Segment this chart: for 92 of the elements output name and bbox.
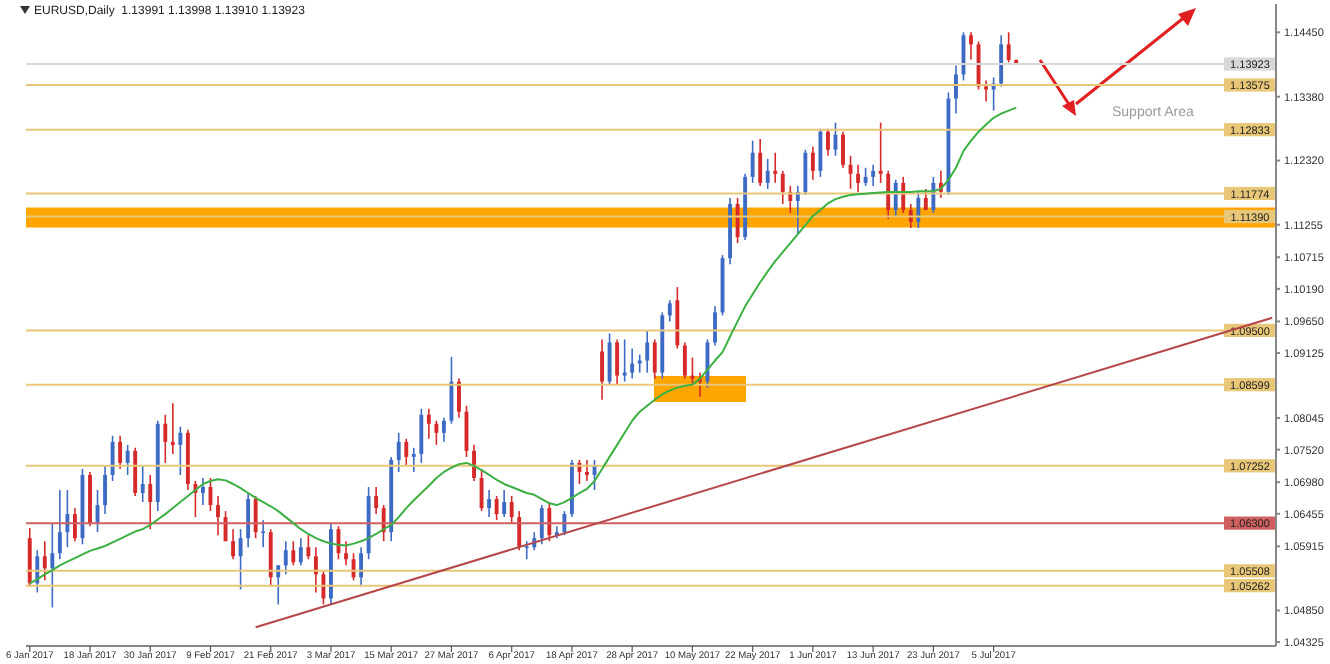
candlestick — [818, 127, 823, 178]
candlestick — [374, 486, 379, 515]
candlestick — [667, 299, 672, 323]
candlestick — [780, 170, 785, 205]
candlestick — [690, 356, 695, 386]
candlestick — [841, 130, 845, 169]
candlestick — [622, 338, 627, 383]
candlestick — [539, 504, 544, 546]
candlestick — [675, 286, 680, 350]
line-series — [28, 106, 1018, 585]
candlestick — [878, 121, 883, 184]
candlestick — [615, 338, 620, 386]
candlestick — [359, 546, 364, 588]
candlestick — [419, 407, 424, 464]
candlestick — [750, 139, 755, 184]
candlestick — [509, 495, 514, 524]
candlestick — [298, 537, 303, 567]
candlestick — [472, 444, 476, 482]
candlestick — [682, 341, 687, 380]
candlestick — [863, 167, 868, 187]
candlestick — [457, 377, 461, 419]
candlestick — [901, 176, 906, 214]
candlestick — [178, 425, 183, 476]
candlestick — [803, 148, 808, 196]
candlestick — [140, 465, 145, 503]
candlestick — [600, 338, 604, 401]
candlestick — [246, 492, 251, 549]
candlestick — [758, 138, 763, 187]
candlestick — [517, 510, 522, 552]
candlestick — [893, 179, 898, 217]
candlestick — [238, 528, 243, 591]
candlestick — [268, 528, 273, 588]
candlestick — [773, 151, 778, 184]
candlestick — [253, 495, 258, 539]
candlestick — [954, 64, 958, 115]
candlestick — [170, 402, 175, 455]
candlestick — [999, 34, 1004, 88]
candlestick — [502, 489, 507, 518]
candlestick — [50, 522, 55, 609]
candlestick — [449, 356, 454, 425]
candlestick — [494, 495, 499, 521]
candlestick — [810, 145, 815, 181]
candlestick — [283, 540, 288, 576]
candlestick — [886, 170, 891, 220]
candlestick — [637, 353, 642, 374]
candlestick — [765, 157, 770, 190]
candlestick — [110, 435, 115, 482]
candlestick — [487, 489, 492, 518]
candlestick — [118, 435, 123, 470]
candlestick — [72, 507, 77, 543]
candlestick — [201, 477, 205, 506]
candlestick — [479, 468, 484, 512]
candlestick — [652, 338, 657, 380]
candlestick — [607, 332, 612, 386]
candlestick — [261, 519, 266, 549]
candlestick — [103, 465, 107, 515]
candlestick — [313, 546, 318, 594]
candlestick — [713, 305, 717, 347]
candlestick — [57, 489, 62, 561]
candlestick — [404, 438, 409, 467]
candlestick — [735, 197, 740, 244]
candlestick — [562, 510, 567, 536]
candlestick — [148, 474, 153, 530]
candlestick — [645, 329, 650, 374]
candlestick — [27, 527, 32, 588]
candlestick — [133, 447, 138, 497]
candlestick — [923, 188, 928, 211]
candlestick — [547, 501, 552, 543]
candlestick — [856, 164, 861, 193]
candlestick — [441, 416, 446, 443]
candlestick — [163, 413, 168, 464]
candlestick — [826, 127, 830, 157]
candlestick — [969, 31, 973, 61]
candlestick — [984, 79, 989, 103]
candlestick — [125, 444, 130, 476]
candlestick — [434, 419, 439, 446]
candlestick — [585, 459, 589, 482]
candlestick — [321, 570, 326, 606]
candlestick — [306, 534, 311, 561]
candlestick — [42, 540, 47, 582]
candlestick — [630, 347, 635, 380]
candlestick — [396, 432, 401, 473]
candlestick — [411, 447, 416, 473]
candlestick — [216, 495, 220, 536]
candlestick — [426, 407, 431, 440]
candlestick — [871, 164, 876, 187]
candlestick — [524, 540, 529, 561]
candlestick — [231, 528, 236, 561]
candlestick — [344, 540, 348, 567]
candlestick — [65, 489, 70, 549]
candlestick — [1006, 31, 1011, 64]
candlestick — [291, 540, 296, 567]
